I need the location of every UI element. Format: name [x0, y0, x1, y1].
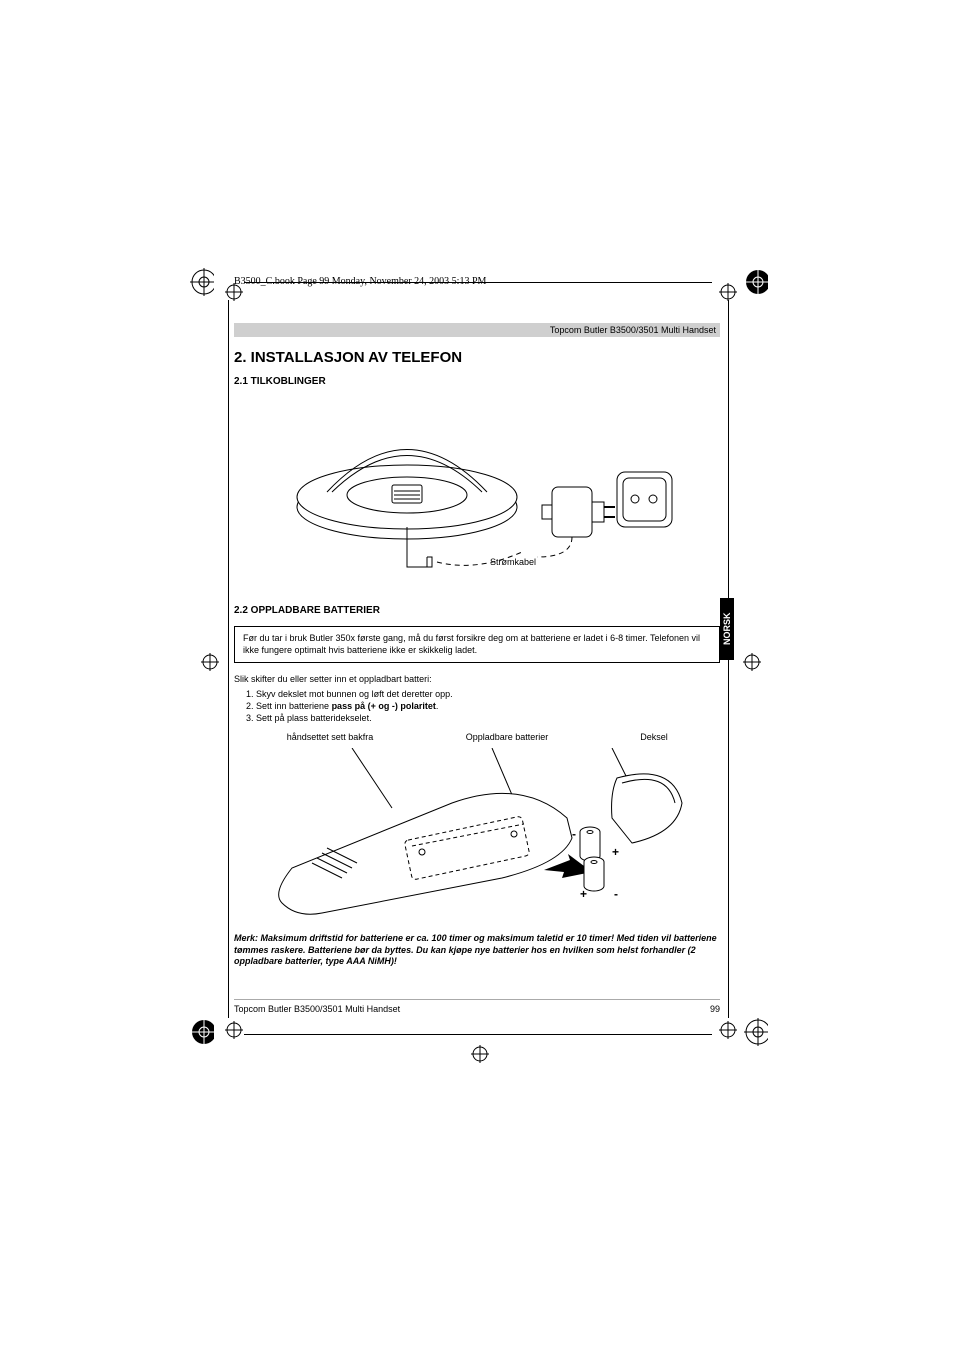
- reg-line-bottom: [244, 1034, 712, 1035]
- figure1-power-label-text: Strømkabel: [490, 557, 536, 567]
- step-2-text: Sett inn batteriene pass på (+ og -) pol…: [256, 701, 438, 711]
- footer-left: Topcom Butler B3500/3501 Multi Handset: [234, 1004, 400, 1014]
- running-header: B3500_C.book Page 99 Monday, November 24…: [234, 276, 720, 287]
- footer-page-number: 99: [710, 1004, 720, 1014]
- svg-text:-: -: [572, 827, 576, 841]
- cropmark-bottom-left-inner: [222, 1018, 246, 1042]
- fig2-label-cover: Deksel: [614, 732, 694, 742]
- figure-connections: [277, 397, 677, 597]
- cropmark-mid-right: [740, 650, 764, 674]
- step-3: Sett på plass batteridekselet.: [256, 712, 720, 724]
- doc-title-top: Topcom Butler B3500/3501 Multi Handset: [234, 325, 720, 335]
- page-content: B3500_C.book Page 99 Monday, November 24…: [234, 276, 720, 1014]
- cropmark-bottom-center: [468, 1042, 492, 1066]
- cropmark-top-left-outer: [190, 270, 214, 294]
- cropmark-bottom-right-inner: [716, 1018, 740, 1042]
- cropmark-mid-left: [198, 650, 222, 674]
- cropmark-bottom-left-outer: [190, 1020, 214, 1044]
- info-box: Før du tar i bruk Butler 350x første gan…: [234, 626, 720, 663]
- svg-text:+: +: [580, 887, 587, 901]
- steps-intro: Slik skifter du eller setter inn et oppl…: [234, 673, 720, 685]
- language-tab: NORSK: [720, 598, 734, 660]
- section-title: 2. INSTALLASJON AV TELEFON: [234, 349, 720, 366]
- fig2-label-batteries: Oppladbare batterier: [452, 732, 562, 742]
- cropmark-bottom-right-outer: [744, 1020, 768, 1044]
- note-text: Merk: Maksimum driftstid for batteriene …: [234, 933, 720, 968]
- fig2-label-handset: håndsettet sett bakfra: [260, 732, 400, 742]
- subsection-1-title: 2.1 TILKOBLINGER: [234, 376, 720, 387]
- svg-text:+: +: [612, 845, 619, 859]
- step-2: Sett inn batteriene pass på (+ og -) pol…: [256, 700, 720, 712]
- step-1: Skyv dekslet mot bunnen og løft det dere…: [256, 688, 720, 700]
- cropmark-top-right-outer: [744, 270, 768, 294]
- reg-line-left: [228, 300, 229, 1018]
- page-footer: Topcom Butler B3500/3501 Multi Handset 9…: [234, 999, 720, 1014]
- steps-list: Skyv dekslet mot bunnen og løft det dere…: [234, 688, 720, 724]
- subsection-2-title: 2.2 OPPLADBARE BATTERIER: [234, 605, 720, 616]
- svg-text:-: -: [614, 887, 618, 901]
- figure-batteries: - + + -: [262, 748, 692, 923]
